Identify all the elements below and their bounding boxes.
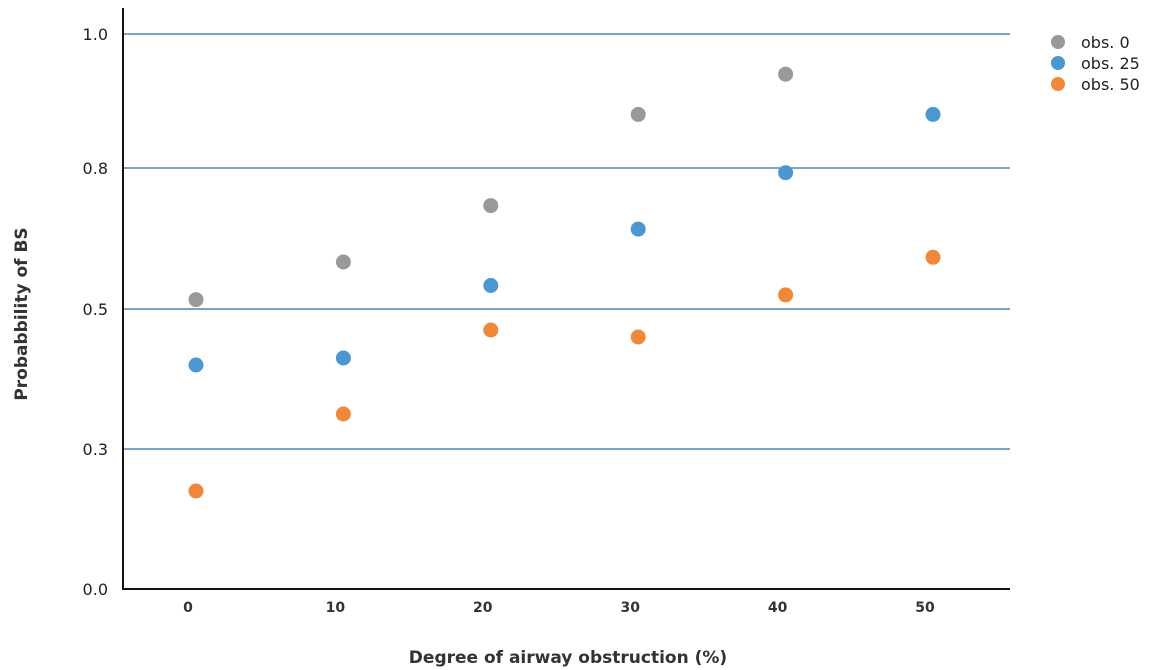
x-axis-title: Degree of airway obstruction (%) [409,648,727,668]
x-tick-label: 50 [915,600,935,616]
data-point-obs-50 [335,406,351,422]
data-point-obs-50 [778,287,794,303]
y-tick-labels: 0.0 0.3 0.5 0.8 1.0 [83,25,108,599]
data-point-obs-0 [335,254,351,270]
data-point-obs-0 [778,66,794,82]
data-point-obs-0 [188,292,204,308]
x-tick-label: 20 [473,600,493,616]
legend-label: obs. 50 [1081,75,1140,94]
data-point-obs-0 [483,198,499,214]
x-tick-label: 0 [183,600,193,616]
y-tick-label: 0.0 [83,580,108,599]
data-point-obs-25 [778,165,794,181]
x-tick-label: 40 [768,600,788,616]
x-tick-labels: 0 10 20 30 40 50 [183,600,935,616]
axes [122,8,1010,590]
data-point-obs-0 [630,106,646,122]
data-point-obs-25 [335,350,351,366]
y-axis-title: Probabbility of BS [12,227,32,400]
data-point-obs-50 [188,483,204,499]
x-tick-label: 30 [620,600,640,616]
data-point-obs-25 [483,278,499,293]
y-tick-label: 0.8 [83,159,108,178]
legend-label: obs. 25 [1081,54,1140,73]
data-point-obs-25 [925,106,941,122]
legend-marker [1051,56,1065,70]
x-tick-label: 10 [326,600,346,616]
data-point-obs-50 [925,249,941,265]
gridlines [123,33,1010,450]
legend: obs. 0 obs. 25 obs. 50 [1051,33,1140,94]
data-point-obs-25 [630,221,646,237]
data-point-obs-50 [483,322,499,338]
y-tick-label: 0.3 [83,440,108,459]
legend-label: obs. 0 [1081,33,1130,52]
legend-marker [1051,35,1065,49]
y-tick-label: 1.0 [83,25,108,44]
y-tick-label: 0.5 [83,300,108,319]
data-point-obs-50 [630,329,646,345]
data-point-obs-25 [188,357,204,373]
data-points [188,66,941,499]
legend-marker [1051,77,1065,91]
